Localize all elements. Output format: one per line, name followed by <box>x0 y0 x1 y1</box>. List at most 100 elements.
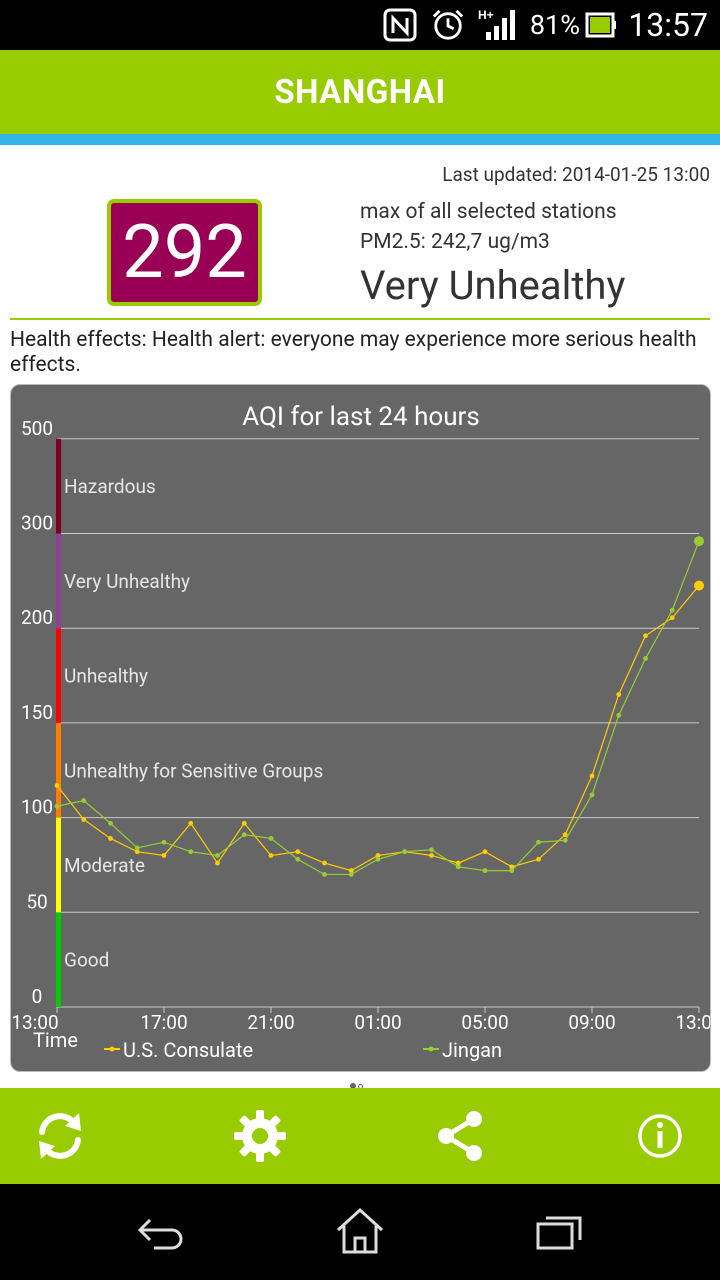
data-point <box>616 712 622 718</box>
x-tick-label: 21:00 <box>247 1011 294 1034</box>
data-point <box>509 868 515 874</box>
y-tick-label: 200 <box>21 606 53 629</box>
y-tick-label: 300 <box>21 512 53 535</box>
data-point <box>161 839 167 845</box>
x-tick-label: 13:00 <box>675 1011 710 1034</box>
x-axis-label: Time <box>33 1028 78 1052</box>
share-icon[interactable] <box>430 1106 490 1166</box>
data-point <box>348 872 354 877</box>
data-point <box>54 803 60 809</box>
legend-jingan: Jingan <box>442 1038 502 1062</box>
nfc-icon <box>383 8 417 42</box>
data-point <box>268 836 274 841</box>
data-point <box>188 849 194 855</box>
data-point <box>589 773 595 779</box>
y-tick-label: 500 <box>21 417 53 440</box>
status-bar: H+ 81% 13:57 <box>0 0 720 50</box>
data-point <box>188 820 194 826</box>
data-point <box>536 839 541 845</box>
data-point <box>215 853 220 858</box>
status-time: 13:57 <box>628 6 708 44</box>
data-point <box>536 856 541 862</box>
aqi-band-bar <box>56 628 61 723</box>
aqi-band-label: Unhealthy <box>64 665 148 688</box>
last-updated: Last updated: 2014-01-25 13:00 <box>442 163 710 186</box>
y-tick-label: 150 <box>21 701 53 724</box>
data-point <box>694 536 704 547</box>
data-point <box>81 798 87 803</box>
data-point <box>241 820 247 826</box>
app-bar: SHANGHAI <box>0 50 720 134</box>
x-tick-label: 05:00 <box>461 1011 508 1034</box>
data-point <box>402 849 408 855</box>
home-icon[interactable] <box>330 1206 390 1256</box>
aqi-band-label: Very Unhealthy <box>64 570 190 593</box>
data-point <box>322 860 327 866</box>
data-point <box>54 783 60 788</box>
aqi-band-bar <box>56 912 61 1007</box>
data-point <box>215 860 220 866</box>
data-point <box>562 832 568 838</box>
aqi-band-label: Good <box>64 949 109 972</box>
data-point <box>241 832 247 838</box>
divider <box>10 318 710 320</box>
back-icon[interactable] <box>130 1206 190 1256</box>
legend: U.S. Consulate Jingan <box>104 1038 502 1062</box>
aqi-band-label: Hazardous <box>64 475 156 498</box>
data-point <box>669 615 675 621</box>
page-dot-active <box>350 1083 356 1089</box>
aqi-band-bar <box>56 817 61 913</box>
aqi-band-label: Moderate <box>64 854 145 877</box>
pm-note: PM2.5: 242,7 ug/m3 <box>360 230 550 254</box>
data-point <box>322 872 327 877</box>
refresh-icon[interactable] <box>30 1106 90 1166</box>
data-point <box>482 849 488 855</box>
data-point <box>348 868 354 874</box>
aqi-chart-svg: AQI for last 24 hours Good Moderate Unheal… <box>11 402 710 1062</box>
y-tick-label: 100 <box>21 796 53 819</box>
y-tick-label: 50 <box>26 890 47 913</box>
data-point <box>694 580 704 591</box>
aqi-band-label: Unhealthy for Sensitive Groups <box>64 759 323 782</box>
station-note: max of all selected stations <box>360 200 617 224</box>
health-effects: Health effects: Health alert: everyone m… <box>10 328 697 377</box>
data-point <box>108 836 113 841</box>
data-point <box>429 853 434 858</box>
battery-icon <box>585 12 616 38</box>
data-point <box>81 817 87 822</box>
aqi-band-bar <box>56 438 61 534</box>
data-point <box>455 864 461 870</box>
signal-icon: H+ <box>478 8 515 40</box>
alarm-icon <box>432 9 464 40</box>
aqi-badge: 292 <box>107 199 262 306</box>
info-icon[interactable] <box>630 1106 690 1166</box>
x-tick-label: 17:00 <box>140 1011 187 1034</box>
aqi-value: 292 <box>111 203 258 302</box>
data-point <box>108 820 113 826</box>
bottom-toolbar <box>0 1088 720 1184</box>
data-point <box>616 692 622 697</box>
data-point <box>295 856 301 862</box>
data-point <box>134 845 140 851</box>
data-point <box>268 853 274 858</box>
battery-percent: 81% <box>529 9 580 41</box>
aqi-level: Very Unhealthy <box>360 262 626 309</box>
data-point <box>375 853 381 858</box>
x-tick-label: 01:00 <box>354 1011 401 1034</box>
recents-icon[interactable] <box>530 1206 590 1256</box>
data-point <box>589 792 595 798</box>
accent-stripe <box>0 134 720 145</box>
data-point <box>509 864 515 870</box>
legend-us-consulate: U.S. Consulate <box>123 1038 253 1062</box>
data-point <box>669 607 675 613</box>
x-tick-label: 09:00 <box>568 1011 615 1034</box>
chart-title: AQI for last 24 hours <box>242 402 480 432</box>
navigation-bar <box>0 1184 720 1280</box>
x-tick-label: 13:00 <box>11 1011 58 1034</box>
aqi-band-bar <box>56 533 61 629</box>
legend-dot-us-consulate <box>109 1046 115 1052</box>
data-point <box>134 849 140 855</box>
data-point <box>562 837 568 843</box>
settings-icon[interactable] <box>230 1106 290 1166</box>
aqi-chart[interactable]: AQI for last 24 hours Good Moderate Unheal… <box>10 384 711 1072</box>
